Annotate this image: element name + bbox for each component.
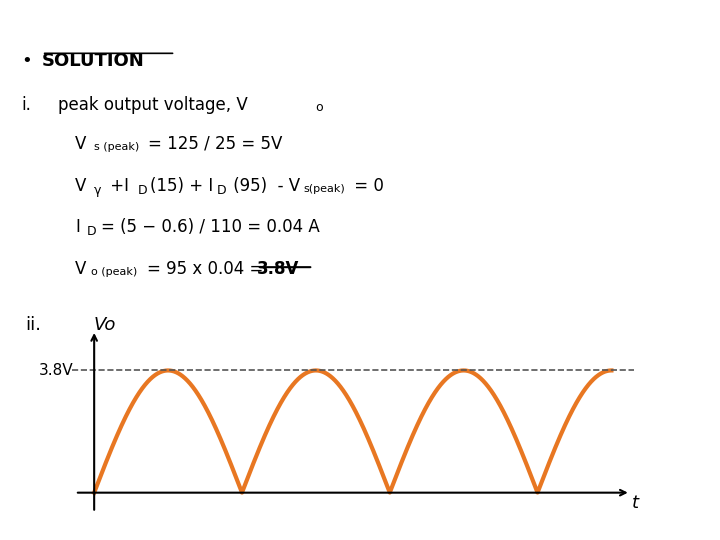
- Text: s(peak): s(peak): [303, 184, 345, 194]
- Text: +I: +I: [105, 177, 129, 194]
- Text: (95)  - V: (95) - V: [228, 177, 300, 194]
- Text: SOLUTION: SOLUTION: [42, 52, 145, 70]
- Text: Vo: Vo: [94, 316, 116, 334]
- Text: •: •: [21, 52, 32, 70]
- Text: = 0: = 0: [348, 177, 384, 194]
- Text: peak output voltage, V: peak output voltage, V: [58, 96, 248, 114]
- Text: γ: γ: [94, 184, 101, 197]
- Text: D: D: [138, 184, 148, 197]
- Text: = 125 / 25 = 5V: = 125 / 25 = 5V: [148, 135, 282, 153]
- Text: D: D: [87, 225, 96, 238]
- Text: (15) + I: (15) + I: [150, 177, 212, 194]
- Text: V: V: [75, 260, 86, 278]
- Text: o (peak): o (peak): [91, 267, 138, 277]
- Text: D: D: [216, 184, 226, 197]
- Text: ii.: ii.: [25, 316, 41, 334]
- Text: V: V: [75, 177, 86, 194]
- Text: s (peak): s (peak): [94, 143, 139, 152]
- Text: = (5 − 0.6) / 110 = 0.04 A: = (5 − 0.6) / 110 = 0.04 A: [101, 218, 320, 236]
- Text: I: I: [75, 218, 80, 236]
- Text: V: V: [75, 135, 86, 153]
- Text: t: t: [632, 494, 639, 512]
- Text: 3.8V: 3.8V: [39, 363, 73, 378]
- Text: o: o: [315, 101, 323, 114]
- Text: = 95 x 0.04 =: = 95 x 0.04 =: [147, 260, 269, 278]
- Text: i.: i.: [21, 96, 31, 114]
- Text: 3.8V: 3.8V: [257, 260, 300, 278]
